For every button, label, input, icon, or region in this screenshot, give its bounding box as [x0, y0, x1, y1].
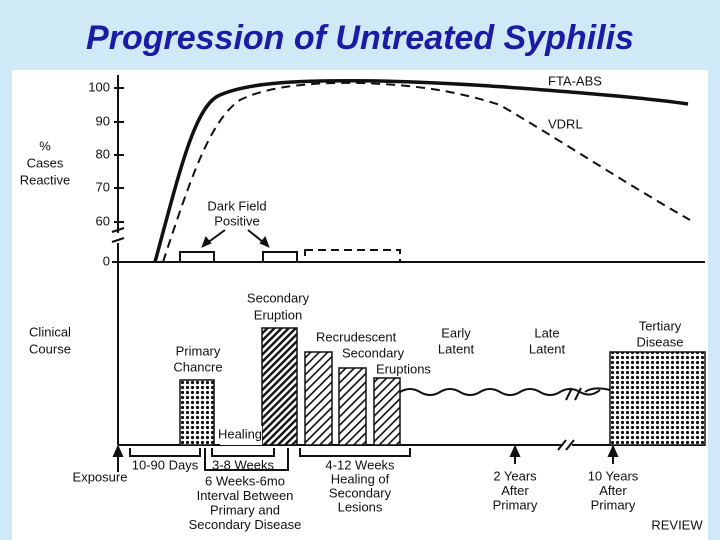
two-years: 2 Years: [493, 468, 537, 483]
late-latent: Latent: [529, 341, 566, 356]
healing-secondary: Lesions: [338, 499, 383, 514]
clinical-course: Clinical: [29, 324, 71, 339]
series-labels: VDRL: [548, 116, 583, 131]
fta-abs-curve: [153, 79, 689, 263]
y-tick-label: 0: [103, 253, 110, 268]
y-tick-label: 60: [96, 213, 110, 228]
early-latent: Latent: [438, 341, 475, 356]
exposure: Exposure: [73, 469, 128, 484]
interval-secondary: 3-8 Weeks: [212, 457, 274, 472]
primary-chancre: Chancre: [173, 359, 222, 374]
y-axis-label: %: [39, 138, 51, 153]
interval-primary: 10-90 Days: [132, 457, 199, 472]
dark-field: Dark Field: [207, 198, 266, 213]
late-latent: Late: [534, 325, 559, 340]
recrudescent: Secondary: [342, 345, 405, 360]
healing-secondary: 4-12 Weeks: [325, 457, 395, 472]
recrudescent: Eruptions: [376, 361, 431, 376]
healing-secondary: Secondary: [329, 485, 392, 500]
series-labels: FTA-ABS: [548, 73, 602, 88]
y-tick-label: 80: [96, 146, 110, 161]
tertiary: Tertiary: [639, 318, 682, 333]
footer: REVIEW: [651, 517, 703, 532]
early-latent: Early: [441, 325, 471, 340]
latent-line: [399, 387, 611, 401]
ten-years: 10 Years: [588, 468, 639, 483]
interval-between: 6 Weeks-6mo: [205, 473, 285, 488]
clinical-course: Course: [29, 341, 71, 356]
tertiary: Disease: [637, 334, 684, 349]
dark-field-bars: [179, 229, 401, 263]
dark-field: Positive: [214, 213, 260, 228]
two-years: Primary: [493, 497, 538, 512]
timeline-brackets: [112, 444, 619, 472]
y-axis-label: Reactive: [20, 172, 71, 187]
healing: Healing: [218, 426, 262, 441]
y-tick-label: 90: [96, 113, 110, 128]
ten-years: Primary: [591, 497, 636, 512]
y-axis-label: Cases: [27, 155, 64, 170]
secondary-eruption: Eruption: [254, 307, 302, 322]
healing-secondary: Healing of: [331, 471, 390, 486]
clinical-blocks: [179, 327, 706, 446]
secondary-eruption: Secondary: [247, 290, 310, 305]
interval-between: Interval Between: [197, 488, 294, 503]
vdrl-curve: [162, 81, 691, 263]
primary-chancre: Primary: [176, 343, 221, 358]
figure-panel: [12, 70, 708, 540]
interval-between: Primary and: [210, 502, 280, 517]
y-tick-label: 70: [96, 179, 110, 194]
recrudescent: Recrudescent: [316, 329, 397, 344]
title: Progression of Untreated Syphilis: [86, 19, 634, 57]
two-years: After: [501, 483, 529, 498]
y-tick-label: 100: [88, 79, 110, 94]
interval-between: Secondary Disease: [189, 517, 302, 532]
ten-years: After: [599, 483, 627, 498]
